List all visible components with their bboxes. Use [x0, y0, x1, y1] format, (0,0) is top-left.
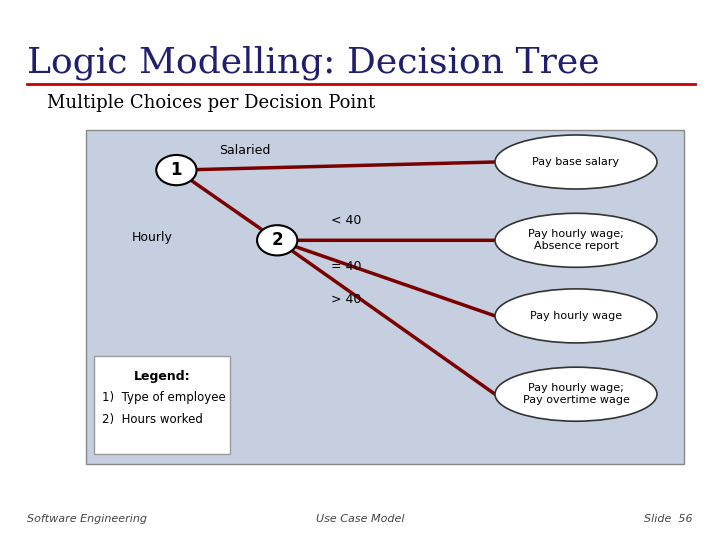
- Text: Pay hourly wage;
Absence report: Pay hourly wage; Absence report: [528, 229, 624, 252]
- Text: Multiple Choices per Decision Point: Multiple Choices per Decision Point: [47, 94, 375, 112]
- Text: Pay base salary: Pay base salary: [532, 157, 620, 167]
- Text: Hourly: Hourly: [132, 231, 173, 244]
- Text: Pay hourly wage;
Pay overtime wage: Pay hourly wage; Pay overtime wage: [523, 383, 629, 406]
- Text: 2)  Hours worked: 2) Hours worked: [102, 413, 203, 426]
- Text: 2: 2: [271, 231, 283, 249]
- FancyBboxPatch shape: [86, 130, 684, 464]
- Ellipse shape: [495, 213, 657, 267]
- Text: Slide  56: Slide 56: [644, 514, 693, 524]
- Ellipse shape: [156, 155, 197, 185]
- Text: < 40: < 40: [331, 214, 361, 227]
- Text: Salaried: Salaried: [220, 144, 271, 157]
- Text: Logic Modelling: Decision Tree: Logic Modelling: Decision Tree: [27, 46, 600, 80]
- Text: Legend:: Legend:: [134, 370, 190, 383]
- Text: Pay hourly wage: Pay hourly wage: [530, 311, 622, 321]
- Text: = 40: = 40: [331, 260, 361, 273]
- Text: 1)  Type of employee: 1) Type of employee: [102, 392, 226, 404]
- Text: Software Engineering: Software Engineering: [27, 514, 148, 524]
- Ellipse shape: [495, 367, 657, 421]
- Text: > 40: > 40: [331, 293, 361, 306]
- Text: Use Case Model: Use Case Model: [316, 514, 404, 524]
- Text: 1: 1: [171, 161, 182, 179]
- Ellipse shape: [495, 135, 657, 189]
- Ellipse shape: [495, 289, 657, 343]
- Ellipse shape: [257, 225, 297, 255]
- FancyBboxPatch shape: [94, 356, 230, 454]
